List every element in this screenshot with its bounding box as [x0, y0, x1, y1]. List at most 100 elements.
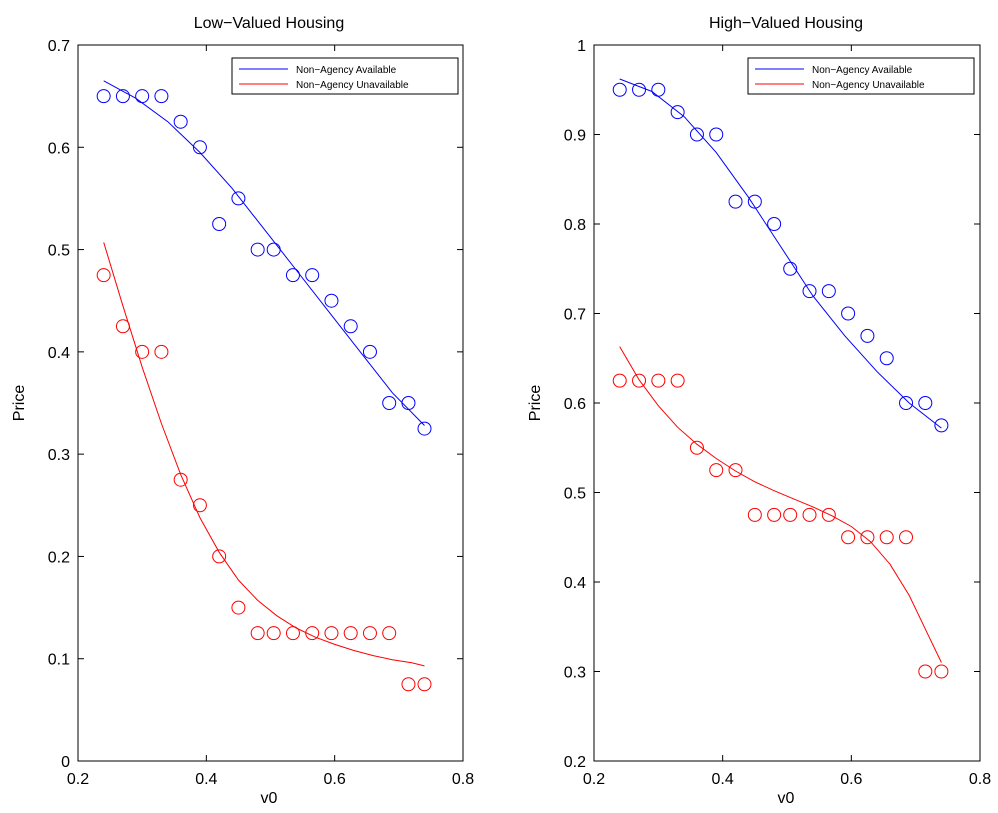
y-tick-label: 0.6 — [48, 140, 70, 157]
y-tick-label: 0.8 — [564, 217, 586, 234]
data-point — [632, 373, 647, 388]
series-fit-line — [619, 78, 942, 429]
y-tick-label: 0.3 — [48, 447, 70, 464]
chart-title: Low−Valued Housing — [194, 15, 344, 32]
plot-area-frame — [593, 44, 981, 762]
data-point — [115, 319, 130, 334]
data-point — [918, 664, 933, 679]
data-point — [879, 351, 894, 366]
y-tick-label: 0 — [61, 754, 70, 771]
data-point — [632, 82, 647, 97]
legend-label: Non−Agency Unavailable — [812, 80, 925, 91]
y-tick-label: 0.2 — [48, 549, 70, 566]
series-fit-line — [103, 242, 425, 667]
data-point — [651, 373, 666, 388]
y-tick-label: 0.7 — [564, 307, 586, 324]
data-point — [266, 242, 281, 257]
data-point — [96, 89, 111, 104]
x-axis-label: v0 — [261, 790, 278, 807]
data-point — [783, 261, 798, 276]
data-point — [343, 626, 358, 641]
data-point — [802, 284, 817, 299]
data-point — [821, 507, 836, 522]
data-point — [417, 677, 432, 692]
data-point — [305, 268, 320, 283]
data-point — [841, 530, 856, 545]
data-point — [709, 127, 724, 142]
data-point — [612, 82, 627, 97]
data-point — [362, 344, 377, 359]
data-point — [689, 127, 704, 142]
y-tick-label: 0.5 — [48, 243, 70, 260]
data-point — [879, 530, 894, 545]
chart-high-valued-housing: High−Valued Housing v0 Price 0.2 0.4 0.6 0.… — [527, 15, 991, 807]
data-point — [860, 328, 875, 343]
data-point — [934, 418, 949, 433]
data-point — [651, 82, 666, 97]
data-point — [670, 373, 685, 388]
x-axis-label: v0 — [778, 790, 795, 807]
y-tick-label: 0.7 — [48, 38, 70, 55]
y-tick-label: 1 — [577, 38, 586, 55]
data-point — [612, 373, 627, 388]
data-point — [362, 626, 377, 641]
data-point — [343, 319, 358, 334]
data-point — [154, 89, 169, 104]
data-point — [821, 284, 836, 299]
x-tick-label: 0.6 — [324, 771, 346, 788]
data-point — [305, 626, 320, 641]
data-point — [401, 396, 416, 410]
data-point — [934, 664, 949, 679]
legend: Non−Agency Available Non−Agency Unavailab… — [231, 57, 459, 95]
data-point — [212, 217, 227, 231]
x-tick-label: 0.8 — [452, 771, 474, 788]
data-point — [231, 600, 246, 615]
legend-label: Non−Agency Available — [296, 65, 397, 76]
data-point — [689, 440, 704, 455]
y-tick-label: 0.4 — [564, 575, 586, 592]
data-point — [783, 507, 798, 522]
y-tick-label: 0.4 — [48, 345, 70, 362]
y-tick-label: 0.1 — [48, 652, 70, 669]
y-axis-label: Price — [11, 385, 28, 422]
legend-label: Non−Agency Available — [812, 65, 913, 76]
data-point — [899, 396, 914, 410]
y-tick-label: 0.9 — [564, 128, 586, 145]
data-point — [728, 463, 743, 478]
data-point — [324, 293, 339, 308]
data-point — [231, 191, 246, 206]
x-tick-label: 0.2 — [583, 771, 605, 788]
x-tick-label: 0.4 — [712, 771, 734, 788]
x-tick-label: 0.8 — [969, 771, 991, 788]
data-point — [747, 507, 762, 522]
data-point — [802, 507, 817, 522]
y-axis-label: Price — [527, 385, 544, 422]
data-point — [192, 498, 207, 513]
data-point — [670, 105, 685, 120]
x-tick-label: 0.4 — [195, 771, 217, 788]
data-point — [173, 114, 188, 129]
x-tick-label: 0.2 — [67, 771, 89, 788]
data-point — [747, 194, 762, 209]
data-point — [154, 344, 169, 359]
data-point — [767, 217, 782, 231]
y-tick-label: 0.6 — [564, 396, 586, 413]
chart-title: High−Valued Housing — [709, 15, 863, 32]
series-fit-line — [619, 346, 942, 663]
data-point — [918, 396, 933, 410]
data-point — [860, 530, 875, 545]
data-point — [401, 677, 416, 692]
data-point — [173, 472, 188, 487]
data-point — [115, 89, 130, 104]
data-point — [899, 530, 914, 545]
data-point — [417, 421, 432, 436]
plot-area-frame — [77, 44, 464, 762]
data-point — [192, 140, 207, 155]
chart-low-valued-housing: Low−Valued Housing v0 Price 0.2 0.4 0.6 0.8… — [11, 15, 474, 807]
data-point — [250, 242, 265, 257]
data-point — [266, 626, 281, 641]
legend-label: Non−Agency Unavailable — [296, 80, 409, 91]
legend: Non−Agency Available Non−Agency Unavailab… — [747, 57, 975, 95]
series-fit-line — [103, 80, 425, 426]
data-point — [135, 344, 150, 359]
